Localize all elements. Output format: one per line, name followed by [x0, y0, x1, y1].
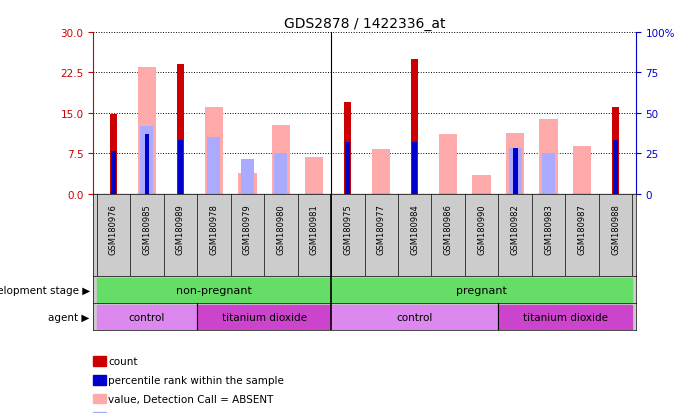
Bar	[138, 68, 156, 194]
Bar	[612, 108, 619, 194]
Text: GSM180981: GSM180981	[310, 204, 319, 255]
Bar	[97, 305, 197, 329]
Bar	[346, 143, 350, 194]
Bar	[331, 305, 498, 329]
Bar	[272, 126, 290, 194]
Text: GSM180982: GSM180982	[511, 204, 520, 255]
Text: GSM180989: GSM180989	[176, 204, 184, 255]
Bar	[241, 159, 254, 194]
Bar	[413, 143, 417, 194]
Bar	[506, 134, 524, 194]
Text: GSM180983: GSM180983	[545, 204, 553, 255]
Bar	[573, 147, 591, 194]
Text: GSM180977: GSM180977	[377, 204, 386, 255]
Text: titanium dioxide: titanium dioxide	[222, 312, 307, 322]
Bar	[140, 127, 153, 194]
Text: GSM180980: GSM180980	[276, 204, 285, 255]
Text: GSM180978: GSM180978	[209, 204, 218, 255]
Bar	[205, 108, 223, 194]
Bar	[509, 148, 522, 194]
Bar	[197, 305, 331, 329]
Bar	[97, 278, 331, 302]
Bar	[498, 305, 632, 329]
Bar	[411, 60, 419, 194]
Text: GSM180987: GSM180987	[578, 204, 587, 255]
Bar	[513, 148, 518, 194]
Text: agent ▶: agent ▶	[48, 312, 90, 322]
Bar	[614, 140, 618, 194]
Text: pregnant: pregnant	[456, 285, 507, 295]
Text: control: control	[397, 312, 433, 322]
Bar	[110, 115, 117, 194]
Bar	[144, 135, 149, 194]
Bar	[540, 120, 558, 194]
Title: GDS2878 / 1422336_at: GDS2878 / 1422336_at	[284, 17, 445, 31]
Text: GSM180979: GSM180979	[243, 204, 252, 255]
Bar	[305, 158, 323, 194]
Bar	[473, 175, 491, 194]
Text: rank, Detection Call = ABSENT: rank, Detection Call = ABSENT	[108, 412, 269, 413]
Text: control: control	[129, 312, 165, 322]
Bar	[177, 65, 184, 194]
Text: GSM180984: GSM180984	[410, 204, 419, 255]
Bar	[372, 150, 390, 194]
Text: development stage ▶: development stage ▶	[0, 285, 90, 295]
Text: GSM180988: GSM180988	[611, 204, 620, 255]
Text: count: count	[108, 356, 138, 366]
Bar	[274, 154, 287, 194]
Text: value, Detection Call = ABSENT: value, Detection Call = ABSENT	[108, 394, 274, 404]
Bar	[344, 103, 352, 194]
Bar	[238, 174, 256, 194]
Text: GSM180986: GSM180986	[444, 204, 453, 255]
Bar	[207, 138, 220, 194]
Text: GSM180975: GSM180975	[343, 204, 352, 255]
Text: titanium dioxide: titanium dioxide	[523, 312, 608, 322]
Text: GSM180985: GSM180985	[142, 204, 151, 255]
Text: GSM180976: GSM180976	[109, 204, 118, 255]
Text: percentile rank within the sample: percentile rank within the sample	[108, 375, 285, 385]
Bar	[111, 151, 115, 194]
Bar	[178, 140, 182, 194]
Bar	[542, 154, 555, 194]
Bar	[331, 278, 632, 302]
Bar	[439, 135, 457, 194]
Text: non-pregnant: non-pregnant	[176, 285, 252, 295]
Text: GSM180990: GSM180990	[477, 204, 486, 254]
